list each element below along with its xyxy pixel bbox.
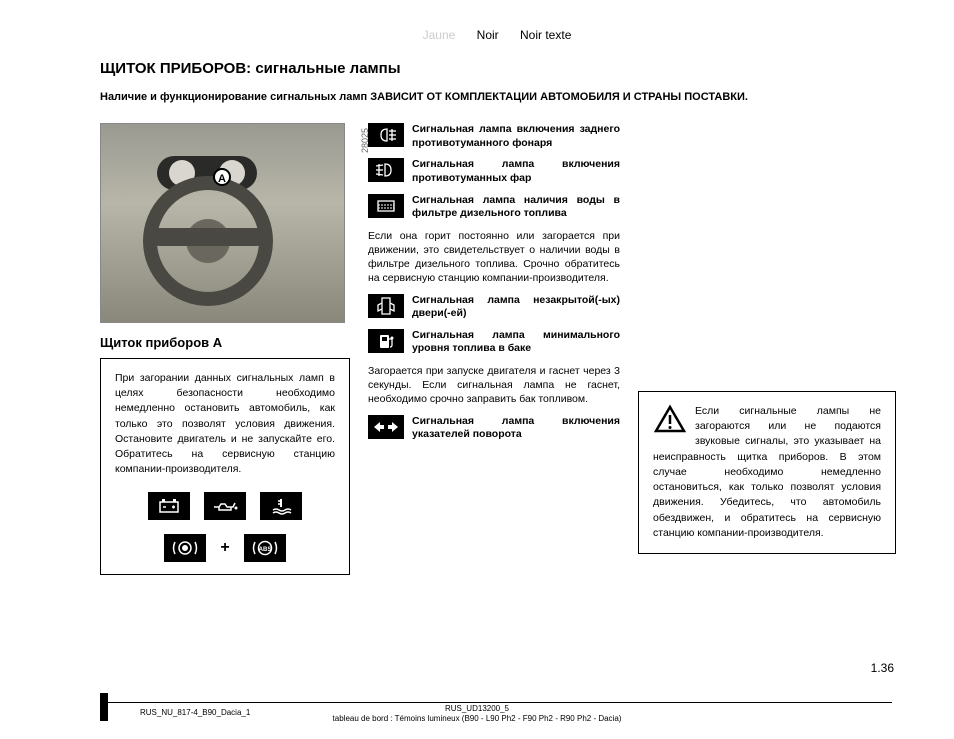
brake-icon	[164, 534, 206, 562]
door-icon	[368, 294, 404, 318]
fuel-icon	[368, 329, 404, 353]
right-column: Если сигнальные лампы не загораются или …	[638, 123, 896, 575]
warning-box-text: Если сигнальные лампы не загораются или …	[653, 405, 881, 539]
rear-fog-icon	[368, 123, 404, 147]
lamp-front-fog: Сигнальная лампа включения противотуманн…	[368, 158, 620, 185]
lamp-rear-fog: Сигнальная лампа включения заднего проти…	[368, 123, 620, 150]
footer-center-top: RUS_UD13200_5	[0, 704, 954, 713]
noir-label: Noir	[477, 28, 499, 42]
fuel-text: Сигнальная лампа минимального уровня топ…	[368, 329, 620, 356]
turn-text: Сигнальная лампа включения указателей по…	[368, 415, 620, 442]
jaune-label: Jaune	[423, 28, 456, 42]
oil-icon	[204, 492, 246, 520]
lamp-turn: Сигнальная лампа включения указателей по…	[368, 415, 620, 442]
color-header: Jaune Noir Noir texte	[100, 28, 894, 42]
icon-row-2: + ABS	[115, 534, 335, 562]
plus-sign: +	[220, 536, 229, 559]
footer-line	[100, 702, 892, 703]
water-filter-text: Сигнальная лампа наличия воды в фильтре …	[368, 194, 620, 221]
marker-a: A	[213, 168, 231, 186]
image-number: 28025	[360, 128, 370, 153]
lamp-fuel: Сигнальная лампа минимального уровня топ…	[368, 329, 620, 356]
info-box: При загорании данных сигнальных ламп в ц…	[100, 358, 350, 575]
info-box-text: При загорании данных сигнальных ламп в ц…	[115, 371, 335, 478]
lamp-water-filter: Сигнальная лампа наличия воды в фильтре …	[368, 194, 620, 221]
panel-title: Щиток приборов A	[100, 335, 350, 350]
noirtexte-label: Noir texte	[520, 28, 571, 42]
water-filter-icon	[368, 194, 404, 218]
fuel-desc: Загорается при запуске двигателя и гасне…	[368, 364, 620, 407]
turn-icon	[368, 415, 404, 439]
center-column: Сигнальная лампа включения заднего проти…	[368, 123, 620, 575]
footer-center-bottom: tableau de bord : Témoins lumineux (B90 …	[0, 714, 954, 723]
left-column: 28025 A Щиток приборов A При загорании д…	[100, 123, 350, 575]
door-text: Сигнальная лампа незакрытой(-ых) двери(-…	[368, 294, 620, 321]
warning-triangle-icon	[653, 404, 687, 434]
page-number: 1.36	[871, 661, 894, 675]
lamp-door: Сигнальная лампа незакрытой(-ых) двери(-…	[368, 294, 620, 321]
rear-fog-text: Сигнальная лампа включения заднего проти…	[368, 123, 620, 150]
footer-center: RUS_UD13200_5 tableau de bord : Témoins …	[0, 704, 954, 723]
battery-icon	[148, 492, 190, 520]
front-fog-icon	[368, 158, 404, 182]
abs-icon: ABS	[244, 534, 286, 562]
front-fog-text: Сигнальная лампа включения противотуманн…	[368, 158, 620, 185]
svg-text:ABS: ABS	[258, 547, 271, 553]
steering-wheel	[143, 176, 273, 306]
dashboard-image: 28025 A	[100, 123, 345, 323]
water-filter-desc: Если она горит постоянно или загорается …	[368, 229, 620, 286]
temp-icon	[260, 492, 302, 520]
page-title: ЩИТОК ПРИБОРОВ: сигнальные лампы	[100, 60, 894, 77]
warning-box: Если сигнальные лампы не загораются или …	[638, 391, 896, 554]
page-subtitle: Наличие и функционирование сигнальных ла…	[100, 91, 894, 103]
icon-row-1	[115, 492, 335, 520]
